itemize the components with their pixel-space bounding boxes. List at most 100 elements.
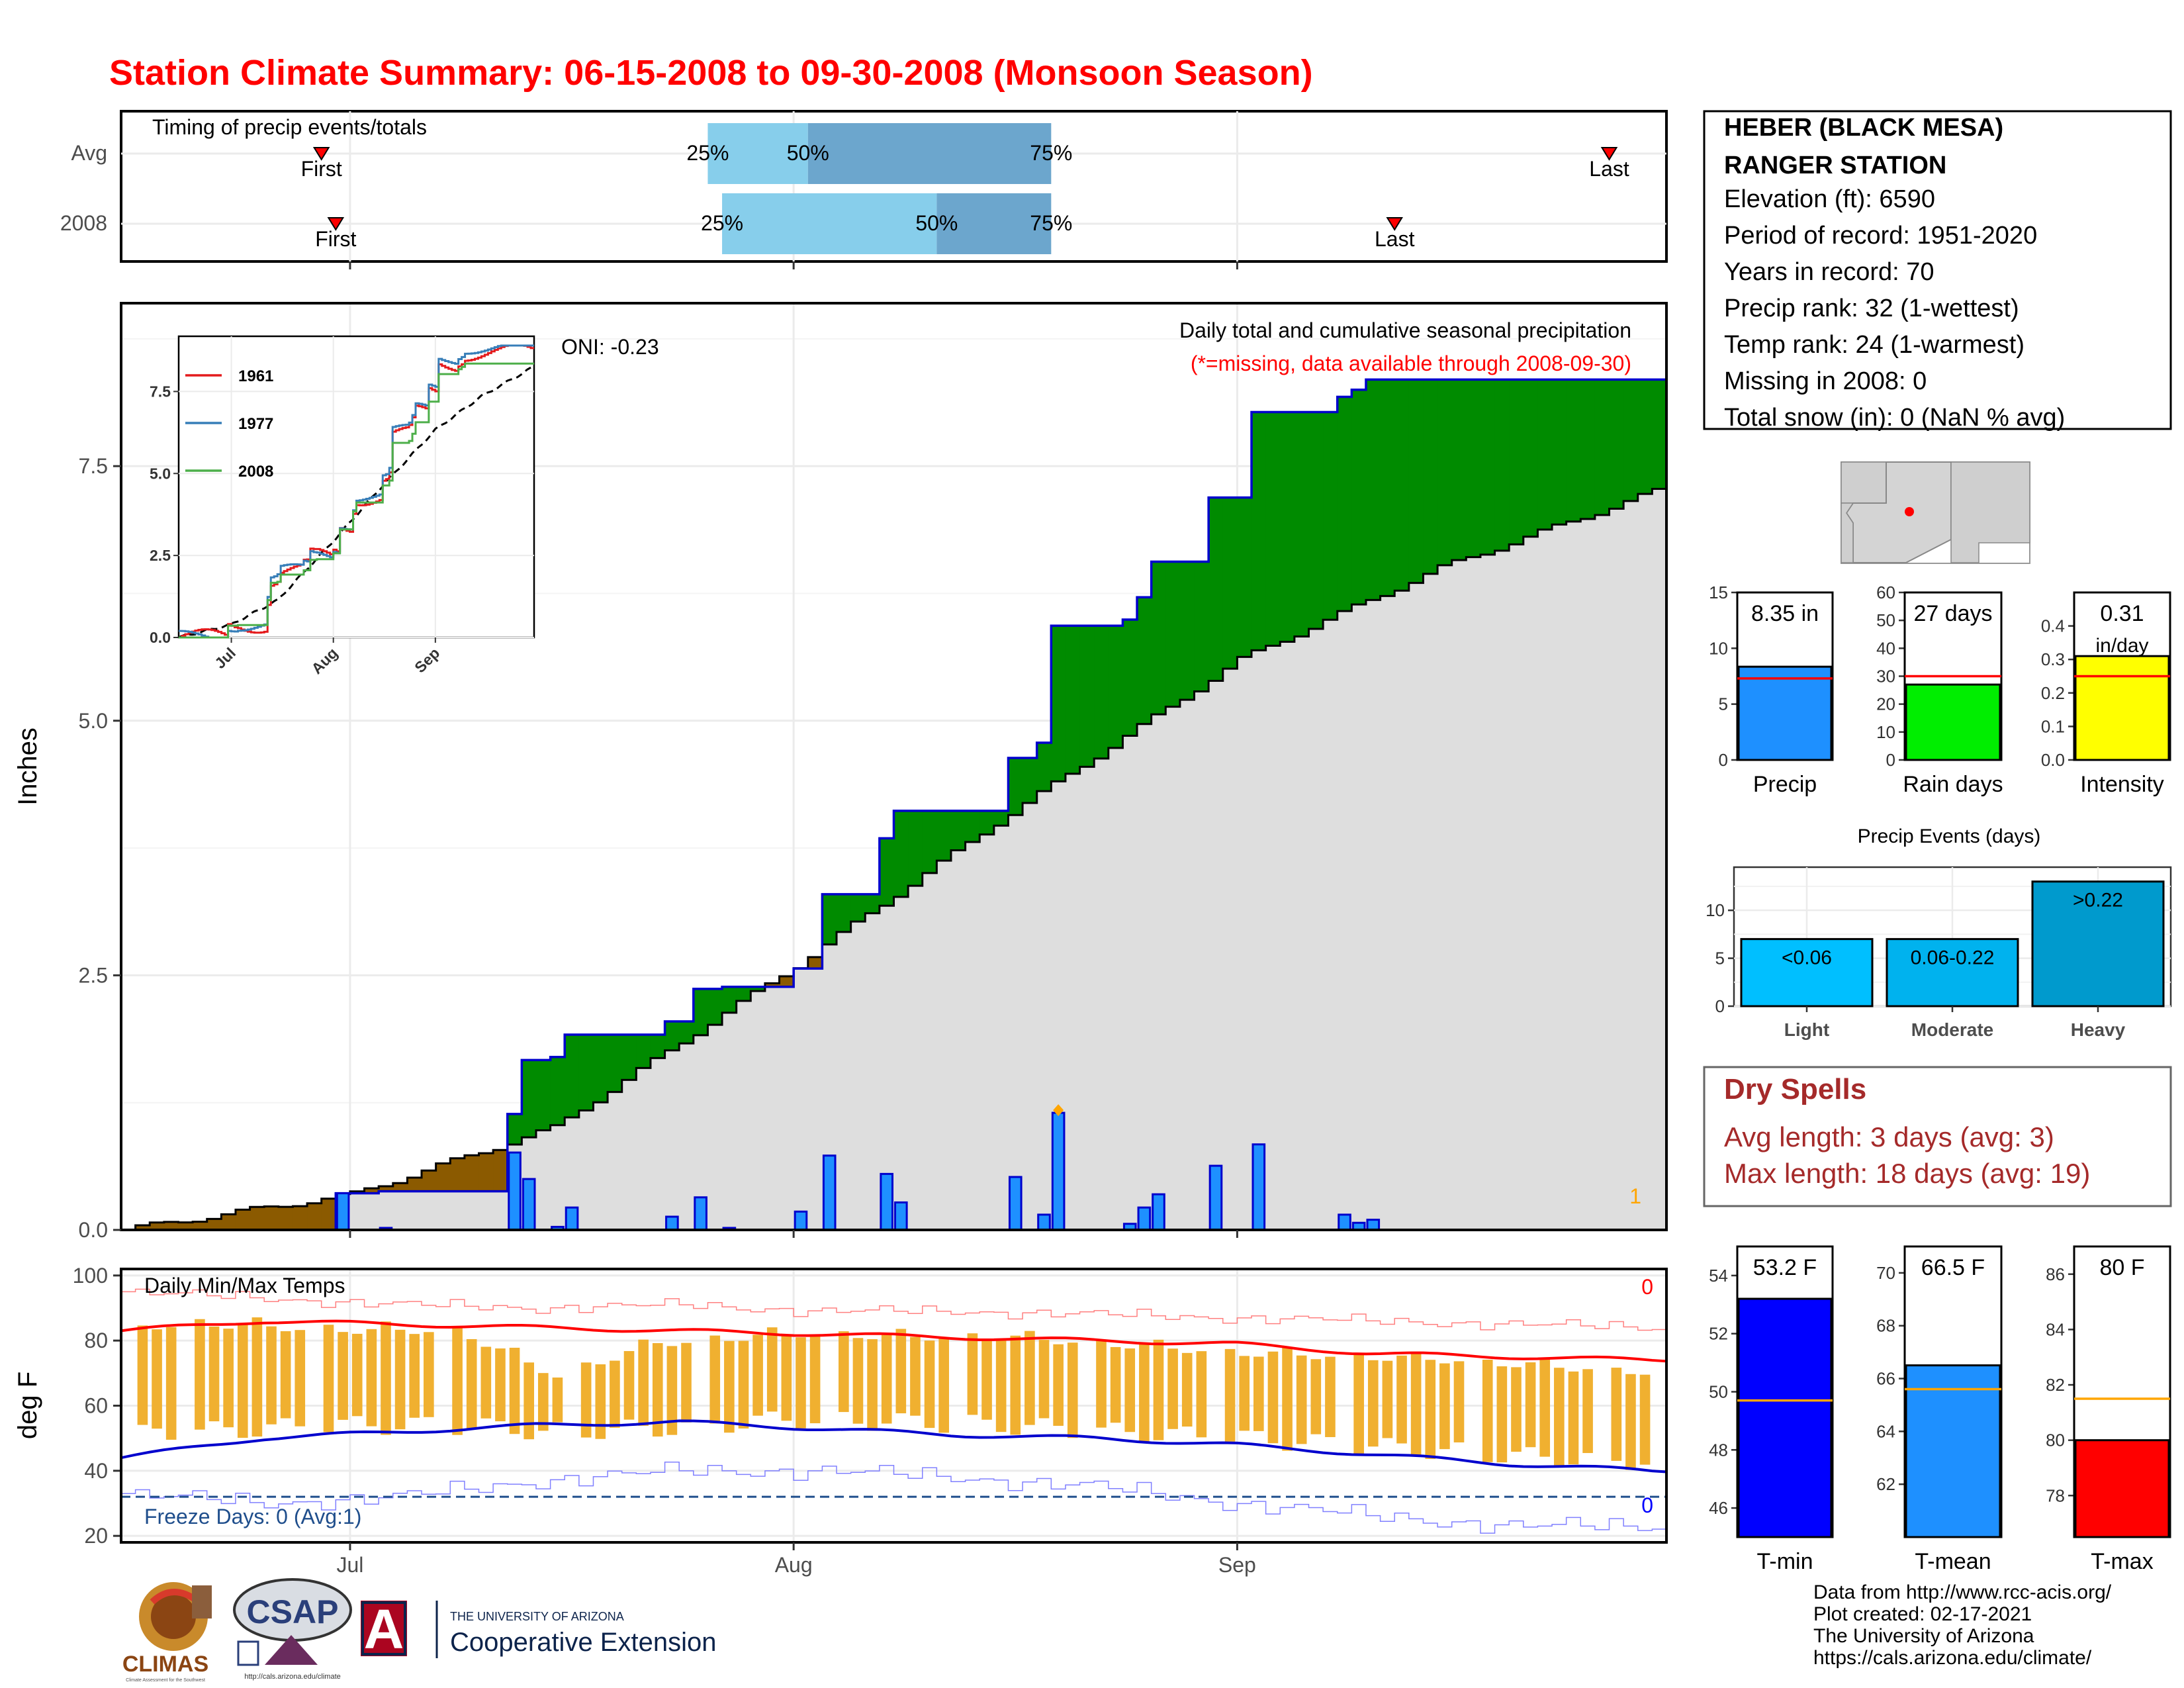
stat-bar-t-min: 46 48 50 52 54 53.2 F T-min — [1709, 1245, 1834, 1574]
above-average-area — [1480, 379, 1496, 555]
daily-temp-range-bar — [165, 1327, 177, 1440]
above-average-area — [1308, 412, 1324, 629]
daily-temp-range-bar — [266, 1326, 277, 1425]
stat-tick-label: 50 — [1876, 610, 1895, 630]
stat-tick-label: 20 — [1876, 694, 1895, 714]
hot-days-count: 0 — [1641, 1275, 1653, 1299]
daily-temp-range-bar — [381, 1321, 391, 1435]
precip-y-tick-label: 5.0 — [79, 709, 108, 733]
daily-temp-range-bar — [1453, 1361, 1465, 1443]
stat-tick-label: 48 — [1709, 1440, 1728, 1460]
timing-p50-label: 50% — [787, 141, 829, 165]
above-average-area — [950, 810, 966, 851]
above-average-area — [1580, 379, 1596, 520]
stat-tick-label: 68 — [1876, 1316, 1895, 1336]
station-info-line: Precip rank: 32 (1-wettest) — [1724, 295, 2019, 322]
event-bar-text: 0.06-0.22 — [1911, 947, 1995, 969]
below-average-area — [178, 1222, 193, 1230]
above-average-area — [1251, 412, 1267, 651]
inset-y-tick-label: 2.5 — [150, 547, 171, 564]
dry-spells-title: Dry Spells — [1724, 1073, 1866, 1105]
above-average-area — [979, 810, 995, 835]
above-average-area — [693, 988, 708, 1035]
daily-temp-range-bar — [295, 1330, 306, 1427]
above-average-area — [522, 1060, 537, 1138]
stat-tick-label: 0.2 — [2041, 683, 2065, 703]
daily-temp-range-bar — [1353, 1354, 1364, 1456]
daily-precip-bar — [1152, 1193, 1165, 1231]
inset-legend-label: 1977 — [238, 415, 273, 433]
above-average-area — [850, 894, 866, 922]
daily-precip-bar — [1208, 1164, 1223, 1231]
daily-temp-range-bar — [1639, 1374, 1651, 1465]
ua-logo-line1: THE UNIVERSITY OF ARIZONA — [450, 1610, 624, 1623]
above-average-area — [1437, 379, 1453, 565]
stat-value-bar — [1905, 1364, 2001, 1538]
above-average-area — [1151, 561, 1166, 715]
daily-temp-range-bar — [1425, 1360, 1436, 1459]
daily-temp-range-bar — [1167, 1348, 1178, 1429]
above-average-area — [1065, 626, 1081, 774]
above-average-area — [1408, 379, 1424, 583]
above-average-area — [751, 986, 766, 992]
stat-bar-label: T-min — [1757, 1549, 1813, 1574]
above-average-area — [1137, 597, 1152, 724]
csap-logo-url: http://cals.arizona.edu/climate — [244, 1673, 341, 1681]
observed-cumulative-line — [121, 378, 1666, 1231]
station-info-line: Temp rank: 24 (1-warmest) — [1724, 331, 2025, 359]
stat-bar-precip: 0 5 10 15 8.35 in Precip — [1709, 583, 1834, 797]
above-average-area — [1094, 626, 1109, 759]
daily-precip-bar — [665, 1215, 679, 1231]
above-average-area — [1222, 497, 1238, 669]
daily-precip-bar — [1251, 1143, 1266, 1231]
above-average-area — [1451, 379, 1467, 561]
above-average-area — [1122, 620, 1138, 736]
below-average-area — [206, 1219, 222, 1230]
above-average-area — [1265, 412, 1281, 646]
daily-temp-range-bar — [152, 1329, 162, 1429]
daily-temp-range-bar — [280, 1331, 291, 1419]
above-average-area — [1552, 379, 1567, 525]
stat-value-unit: in/day — [2095, 635, 2148, 657]
temp-y-axis-label: deg F — [13, 1372, 42, 1439]
stat-tick-label: 5 — [1719, 694, 1728, 714]
above-average-area — [722, 986, 737, 1013]
inset-legend-label: 1961 — [238, 367, 273, 385]
above-average-area — [965, 810, 980, 842]
stat-value-bar — [2074, 655, 2170, 761]
climas-logo-text: CLIMAS — [122, 1652, 208, 1677]
daily-temp-range-bar — [251, 1317, 263, 1437]
daily-temp-range-bar — [1038, 1340, 1050, 1419]
daily-precip-bar — [1008, 1176, 1023, 1231]
above-average-area — [621, 1034, 637, 1080]
record-min-line — [121, 1462, 1666, 1534]
daily-temp-range-bar — [1439, 1363, 1450, 1450]
stat-tick-label: 46 — [1709, 1498, 1728, 1518]
stat-bar-rain-days: 0 10 20 30 40 50 60 27 days Rain days — [1876, 583, 2003, 797]
first-event-marker — [312, 147, 330, 161]
daily-temp-range-bar — [223, 1329, 234, 1428]
daily-precip-bar — [336, 1192, 350, 1231]
above-average-area — [1323, 412, 1338, 620]
stat-tick-label: 52 — [1709, 1324, 1728, 1344]
timing-q50-q75-bar — [936, 193, 1052, 254]
stat-tick-label: 60 — [1876, 583, 1895, 602]
timing-p25-label: 25% — [686, 141, 729, 165]
timing-panel: Timing of precip events/totals Avg 2008 … — [60, 110, 1668, 269]
stat-tick-label: 66 — [1876, 1369, 1895, 1389]
daily-precip-bar — [565, 1206, 579, 1231]
stat-tick-label: 84 — [2046, 1319, 2065, 1339]
stat-tick-label: 82 — [2046, 1375, 2065, 1395]
station-info-line: Total snow (in): 0 (NaN % avg) — [1724, 404, 2065, 432]
above-average-area — [1652, 379, 1667, 489]
daily-temp-range-bar — [495, 1348, 506, 1422]
below-average-area — [150, 1222, 165, 1230]
record-max-line — [121, 1288, 1666, 1331]
stat-bar-label: Intensity — [2080, 772, 2164, 797]
stat-value-text: 66.5 F — [1921, 1255, 1985, 1280]
below-average-area — [307, 1203, 322, 1230]
daily-temp-range-bar — [638, 1339, 649, 1426]
temp-chart-title: Daily Min/Max Temps — [144, 1274, 345, 1297]
missing-count: 1 — [1629, 1184, 1641, 1208]
dry-spells-box: Dry Spells Avg length: 3 days (avg: 3) M… — [1703, 1066, 2172, 1207]
